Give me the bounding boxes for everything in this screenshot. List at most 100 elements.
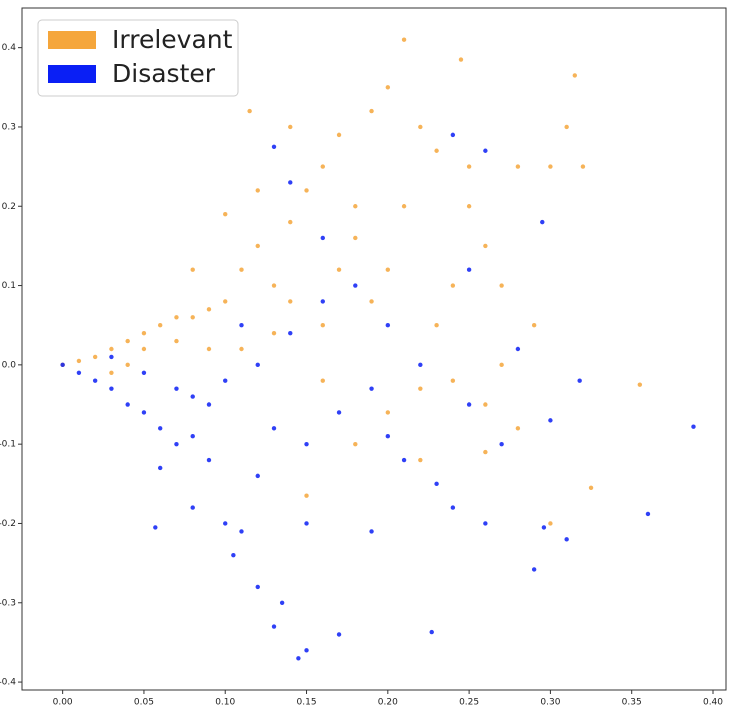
point [645,511,651,517]
point [450,378,456,383]
point [109,370,114,375]
point [92,378,98,383]
point [450,283,456,288]
y-tick-label: 0.3 [2,122,16,132]
point [157,323,163,328]
point [483,243,488,249]
point [141,410,147,415]
point [353,441,358,447]
point [466,267,472,272]
point [288,299,293,304]
legend-label: Disaster [112,59,216,88]
point [271,330,277,336]
point [369,108,374,114]
x-tick-label: 0.25 [459,698,479,708]
point [60,362,65,368]
x-tick-label: 0.05 [134,698,154,708]
point [141,330,147,336]
point [190,267,195,272]
point [141,346,147,352]
legend: Irrelevant Disaster [37,19,239,97]
point [466,164,472,169]
point [255,584,260,590]
point [76,358,82,364]
point [588,485,594,490]
y-tick-label: -0.2 [0,519,16,529]
point [369,386,374,391]
point [434,148,439,153]
point [288,180,293,185]
point [271,624,277,629]
point [637,382,643,387]
point [353,235,358,241]
point [483,521,488,526]
point [223,521,228,526]
point [401,204,407,209]
point [174,315,179,320]
y-tick-label: 0.4 [2,43,17,53]
point [125,402,130,407]
point [353,204,358,209]
point [174,386,179,391]
point [231,552,236,558]
point [401,37,407,42]
point [466,204,472,209]
point [548,164,553,169]
x-tick-label: 0.30 [540,698,560,708]
point [271,283,277,288]
point [271,426,277,431]
point [564,537,569,542]
point [336,410,342,415]
legend-swatch [48,31,96,49]
point [320,235,325,241]
point [434,481,439,487]
point [548,418,553,423]
y-tick-label: 0.1 [2,281,16,291]
x-tick-label: 0.40 [703,698,723,708]
point [572,73,577,78]
point [336,132,342,138]
point [206,307,212,312]
point [255,243,260,249]
point [401,457,407,463]
point [255,188,260,193]
point [336,267,342,272]
y-tick-label: 0.0 [2,360,17,370]
point [418,362,423,368]
point [418,386,423,391]
legend-label: Irrelevant [112,25,233,54]
point [483,148,488,153]
point [109,354,114,360]
point [515,346,521,352]
point [531,567,537,572]
point [288,219,293,225]
point [239,346,244,352]
x-tick-label: 0.10 [215,698,235,708]
point [466,402,472,407]
point [458,57,464,62]
point [76,370,82,375]
point [450,505,456,510]
point [541,525,547,530]
point [353,283,358,288]
point [174,338,179,344]
point [223,299,228,304]
point [296,656,301,661]
point [239,323,244,328]
point [304,188,309,193]
point [418,457,423,463]
point [531,323,537,328]
point [450,132,456,138]
legend-swatch [48,65,96,83]
point [385,434,391,439]
point [429,629,434,635]
point [369,299,374,304]
x-tick-label: 0.35 [622,698,642,708]
point [239,267,244,272]
point [255,362,260,368]
point [499,283,504,288]
point [499,362,504,368]
point [223,211,228,217]
point [153,525,158,530]
